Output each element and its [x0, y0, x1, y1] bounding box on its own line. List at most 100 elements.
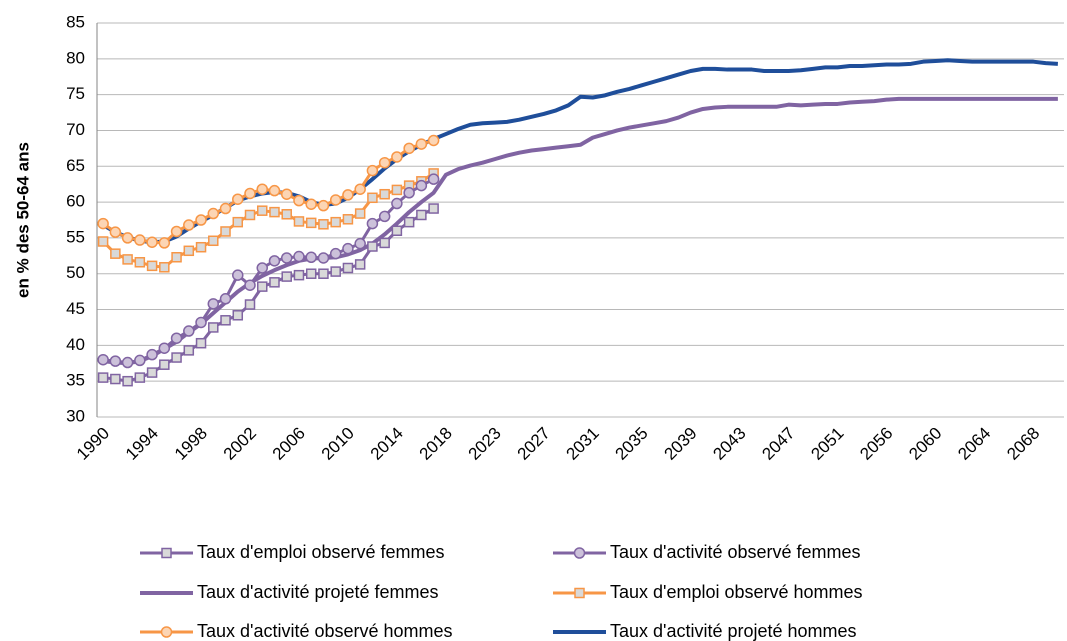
y-tick-label: 75 [66, 84, 85, 103]
y-tick-label: 65 [66, 156, 85, 175]
square-marker [305, 217, 317, 229]
circle-marker [427, 134, 440, 147]
circle-marker [317, 252, 330, 264]
square-marker [391, 184, 403, 196]
square-marker [159, 359, 170, 370]
x-tick-label: 2043 [709, 424, 749, 464]
square-marker [416, 209, 427, 221]
circle-marker [366, 164, 379, 177]
y-tick-label: 35 [66, 371, 85, 390]
circle-marker [146, 348, 158, 361]
series-line [102, 207, 435, 383]
legend-label: Taux d'emploi observé femmes [197, 542, 445, 562]
circle-marker [342, 242, 354, 255]
circle-marker [195, 214, 207, 226]
legend-label: Taux d'activité observé femmes [610, 542, 861, 562]
circle-marker [256, 183, 268, 195]
circle-marker [195, 316, 207, 329]
circle-marker [134, 354, 146, 367]
square-marker [134, 257, 146, 268]
legend-marker [160, 626, 173, 638]
square-marker [159, 262, 170, 273]
square-marker [208, 235, 219, 247]
circle-marker [256, 262, 268, 274]
x-tick-label: 2047 [758, 424, 798, 464]
circle-marker [378, 210, 391, 223]
x-tick-label: 2031 [563, 424, 603, 464]
circle-marker [97, 353, 109, 366]
legend-label: Taux d'activité observé hommes [197, 621, 453, 641]
square-marker [342, 214, 354, 225]
circle-marker [280, 188, 293, 200]
circle-marker [121, 232, 134, 244]
y-tick-label: 55 [66, 227, 85, 246]
circle-marker [403, 187, 415, 199]
x-tick-label: 2051 [807, 424, 847, 464]
square-marker [232, 310, 244, 321]
circle-marker [183, 219, 195, 231]
square-marker [122, 375, 133, 387]
y-tick-label: 50 [66, 263, 85, 282]
square-marker [428, 203, 439, 214]
square-marker [195, 337, 207, 349]
square-marker [146, 367, 158, 378]
x-tick-label: 2006 [269, 424, 309, 464]
circle-marker [170, 225, 183, 238]
square-marker [367, 241, 378, 252]
square-marker [171, 252, 182, 263]
square-marker [330, 216, 341, 228]
circle-marker [378, 156, 391, 169]
circle-marker [354, 183, 366, 195]
square-marker [195, 241, 207, 253]
circle-marker [403, 142, 415, 155]
square-marker [379, 188, 390, 200]
circle-marker [170, 332, 183, 344]
x-tick-label: 2056 [856, 424, 896, 464]
circle-marker [354, 237, 366, 250]
circle-marker [415, 179, 428, 192]
y-tick-label: 45 [66, 299, 85, 318]
square-marker [379, 237, 390, 249]
circle-marker [366, 217, 379, 230]
circle-marker [329, 247, 342, 260]
circle-marker [244, 279, 256, 291]
x-tick-label: 2027 [514, 424, 554, 464]
square-marker [183, 245, 195, 257]
circle-marker [158, 342, 171, 354]
circle-marker [317, 199, 330, 212]
square-marker [110, 373, 121, 385]
x-tick-label: 2064 [954, 424, 994, 464]
x-tick-label: 2035 [612, 424, 652, 464]
x-tick-label: 1998 [171, 424, 211, 464]
legend-label: Taux d'emploi observé hommes [610, 582, 863, 602]
circle-marker [134, 234, 146, 246]
square-marker [183, 345, 195, 356]
square-marker [122, 254, 133, 265]
circle-marker [342, 189, 354, 201]
circle-marker [280, 252, 293, 264]
legend-label: Taux d'activité projeté femmes [197, 582, 439, 602]
x-tick-label: 2068 [1003, 424, 1043, 464]
square-marker [208, 322, 219, 333]
series-line [102, 177, 435, 365]
circle-marker [232, 193, 244, 205]
square-marker [403, 216, 415, 228]
y-tick-label: 40 [66, 335, 85, 354]
circle-marker [415, 138, 428, 150]
square-marker [232, 216, 244, 228]
circle-marker [293, 194, 305, 207]
circle-marker [268, 184, 281, 197]
circle-marker [244, 187, 256, 200]
circle-marker [268, 255, 281, 267]
legend-marker [574, 587, 585, 599]
square-marker [220, 315, 231, 326]
series-line [102, 96, 1058, 366]
circle-marker [121, 356, 134, 369]
square-marker [244, 209, 256, 221]
circle-marker [183, 325, 195, 337]
square-marker [367, 192, 378, 204]
square-marker [330, 266, 341, 277]
series-line [102, 139, 435, 245]
square-marker [134, 372, 146, 383]
